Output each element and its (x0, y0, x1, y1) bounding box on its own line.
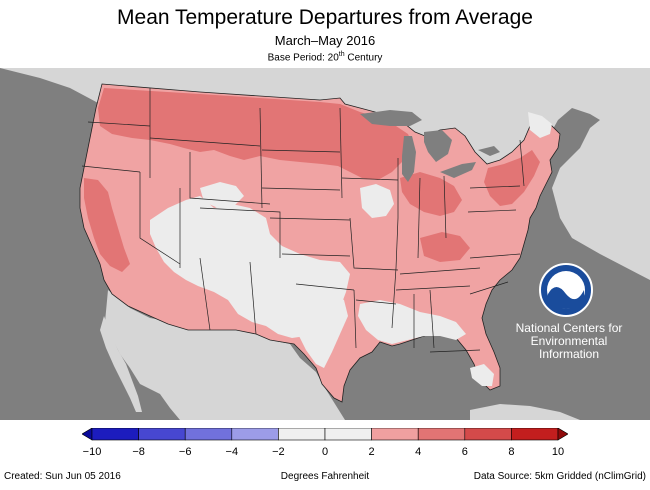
co-border (199, 207, 281, 258)
legend-tick-label: −2 (272, 446, 285, 458)
midwest-near-normal (360, 184, 394, 218)
pa-ny-border (469, 185, 521, 189)
ga-fl-border (429, 349, 481, 353)
nm-border (249, 261, 257, 335)
va-nc-border (469, 253, 521, 259)
created-date: Created: Sun Jun 05 2016 (4, 471, 121, 482)
state-boundaries (81, 88, 525, 353)
ncei-line-1: National Centers for (515, 321, 623, 335)
legend-swatch (371, 428, 419, 441)
sc-nc-border (469, 281, 509, 295)
legend-swatch (417, 428, 466, 441)
ar-la-border (355, 299, 397, 305)
baja-peninsula (100, 316, 142, 412)
great-lakes (360, 110, 500, 182)
wy-border (189, 152, 271, 205)
legend-swatch (324, 428, 372, 441)
northeast-anomaly (484, 150, 540, 206)
legend-tick-label: 8 (508, 446, 514, 458)
new-england-near-normal (528, 112, 552, 138)
legend-swatch (91, 428, 139, 441)
temperature-departure-map: NOAA (0, 68, 650, 420)
ncei-line-3: Information (538, 347, 600, 361)
ok-tx-border (295, 283, 355, 291)
legend-tick-label: −10 (83, 446, 102, 458)
legend-swatch (278, 428, 326, 441)
ky-tn-border (399, 267, 481, 275)
ks-ok-border (281, 253, 351, 257)
legend-swatch (184, 428, 233, 441)
warm-4-6-regions (84, 88, 540, 272)
legend-tick-label: −4 (226, 446, 239, 458)
lake-ontario (478, 146, 500, 156)
al-ga-border (429, 289, 435, 349)
nv-border (139, 172, 181, 265)
ne-ks-border (269, 217, 351, 221)
legend-tick-label: 10 (552, 446, 564, 458)
lake-superior (360, 110, 422, 126)
ia-border (341, 177, 399, 181)
ncei-line-2: Environmental (530, 334, 608, 348)
base-period-label: Base Period: 20th Century (267, 51, 383, 64)
tn-south-border (395, 285, 471, 291)
noaa-logo-bird (548, 287, 584, 309)
legend-tick-label: 4 (415, 446, 421, 458)
canada-landmass (0, 68, 650, 280)
florida-near-normal (470, 364, 494, 386)
oh-border (443, 175, 447, 239)
wa-or-border (87, 121, 151, 127)
la-tx-border (353, 289, 357, 349)
mn-border (339, 107, 343, 199)
ohio-valley-anomaly (420, 232, 470, 262)
dakotas-border (259, 107, 263, 209)
map-title: Mean Temperature Departures from Average (117, 6, 533, 29)
texas-near-normal (290, 292, 348, 368)
legend-swatch (464, 428, 512, 441)
southeast-near-normal (358, 300, 466, 344)
cuba-island (470, 404, 580, 420)
lake-erie (440, 162, 476, 178)
map-subtitle: March–May 2016 (274, 33, 376, 48)
ncei-label: National Centers for Environmental Infor… (509, 322, 629, 361)
noaa-logo-label: NOAA (557, 274, 575, 280)
sd-ne-border (261, 187, 341, 191)
legend-swatch (511, 428, 559, 441)
new-england-border (519, 139, 525, 187)
data-source: Data Source: 5km Gridded (nClimGrid) (473, 471, 646, 482)
great-lakes-anomaly (400, 172, 462, 216)
legend-tick-label: 6 (462, 446, 468, 458)
legend-low-arrow (82, 428, 93, 441)
california-anomaly (84, 178, 130, 272)
legend-swatch (231, 428, 279, 441)
legend-high-arrow (557, 428, 568, 441)
legend-tick-label: 2 (369, 446, 375, 458)
legend-tick-label: 0 (322, 446, 328, 458)
mississippi-river-border (391, 158, 399, 329)
units-label: Degrees Fahrenheit (280, 471, 370, 482)
legend-tick-label: −8 (132, 446, 145, 458)
color-scale-legend: −10 −8 −6 −4 −2 0 2 4 6 8 10 (82, 428, 568, 458)
legend-swatch (138, 428, 186, 441)
il-in-border (417, 177, 421, 259)
near-normal-regions (150, 112, 552, 386)
or-ca-border (81, 165, 141, 173)
legend-tick-label: −6 (179, 446, 192, 458)
az-nm-border (199, 257, 211, 331)
mt-border (149, 137, 261, 147)
nd-sd-border (261, 149, 341, 153)
noaa-logo: NOAA (539, 263, 593, 317)
pa-south-border (467, 209, 517, 213)
lake-michigan (402, 136, 416, 182)
mo-border (349, 217, 399, 271)
northern-tier-anomaly (98, 88, 414, 180)
lake-huron (424, 130, 452, 162)
